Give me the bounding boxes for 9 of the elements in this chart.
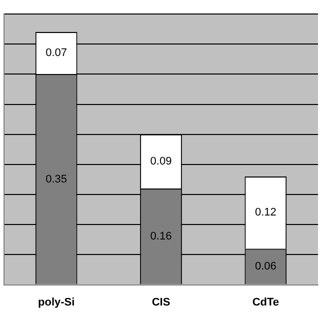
- data-label: 0.06: [254, 260, 276, 273]
- data-label: 0.12: [254, 206, 276, 219]
- data-label: 0.35: [46, 173, 68, 186]
- x-tick-label: CIS: [152, 296, 170, 308]
- data-label: 0.16: [150, 230, 172, 242]
- x-tick-label: CdTe: [252, 296, 280, 308]
- data-label: 0.07: [46, 47, 68, 60]
- x-tick-label: poly-Si: [38, 296, 75, 308]
- data-label: 0.09: [150, 155, 172, 168]
